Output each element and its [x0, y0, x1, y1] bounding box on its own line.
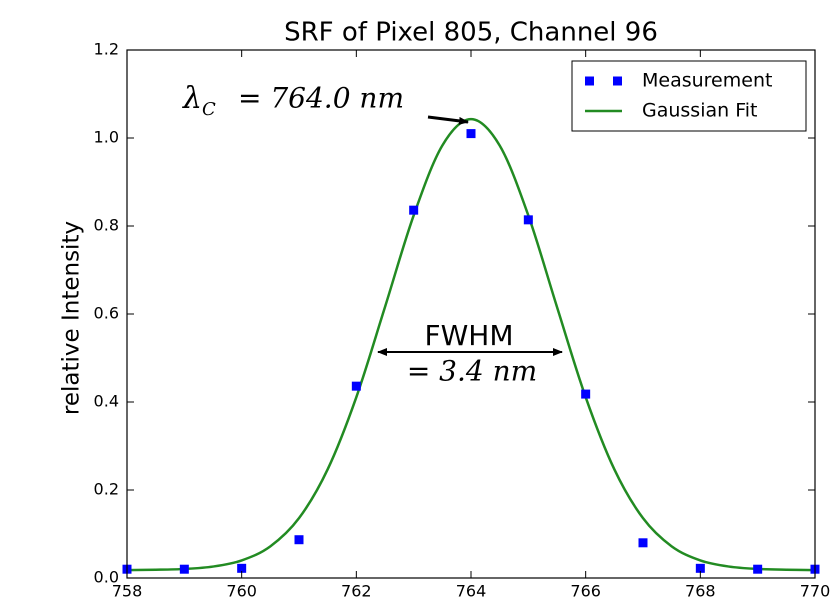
y-tick-label: 0.2 [94, 480, 119, 499]
x-tick-label: 762 [341, 582, 372, 601]
annotation-subscript: C [202, 99, 216, 120]
data-point [466, 129, 476, 139]
x-tick-label: 770 [800, 582, 831, 601]
annotation-symbol: λ [182, 81, 202, 116]
data-point [695, 563, 705, 573]
y-tick-label: 0.8 [94, 216, 119, 235]
y-tick-label: 0.6 [94, 304, 119, 323]
annotation-text: = 3.4 nm [407, 355, 537, 388]
data-point [753, 564, 763, 574]
y-tick-label: 1.0 [94, 128, 119, 147]
y-tick-label: 1.2 [94, 40, 119, 59]
legend-label: Measurement [642, 70, 772, 92]
y-tick-label: 0.4 [94, 392, 119, 411]
data-point [351, 381, 361, 391]
fit-line [126, 117, 816, 572]
data-point [179, 564, 189, 574]
annotation-arrow [427, 115, 469, 125]
fwhm-annotation: FWHM = 3.4 nm [377, 319, 563, 388]
y-axis-label: relative Intensity [59, 221, 85, 415]
legend: Measurement Gaussian Fit [571, 60, 807, 132]
x-tick-label: 766 [570, 582, 601, 601]
data-point [294, 535, 304, 545]
y-tick-label: 0.0 [94, 568, 119, 587]
legend-marker [613, 76, 622, 86]
legend-marker [585, 76, 594, 86]
data-point [638, 538, 648, 548]
legend-box [571, 60, 807, 132]
x-tick-label: 768 [685, 582, 716, 601]
annotation-text: = 764.0 nm [238, 82, 404, 115]
data-point [237, 563, 247, 573]
x-tick-label: 758 [112, 582, 143, 601]
data-point [581, 389, 591, 399]
x-tick-label: 760 [226, 582, 257, 601]
data-point [523, 215, 533, 225]
x-tick-label: 764 [456, 582, 487, 601]
chart-title: SRF of Pixel 805, Channel 96 [284, 18, 658, 48]
annotation-label: FWHM [424, 319, 513, 352]
data-point [409, 205, 419, 215]
legend-label: Gaussian Fit [642, 100, 757, 122]
peak-annotation: λ C = 764.0 nm [182, 81, 469, 125]
